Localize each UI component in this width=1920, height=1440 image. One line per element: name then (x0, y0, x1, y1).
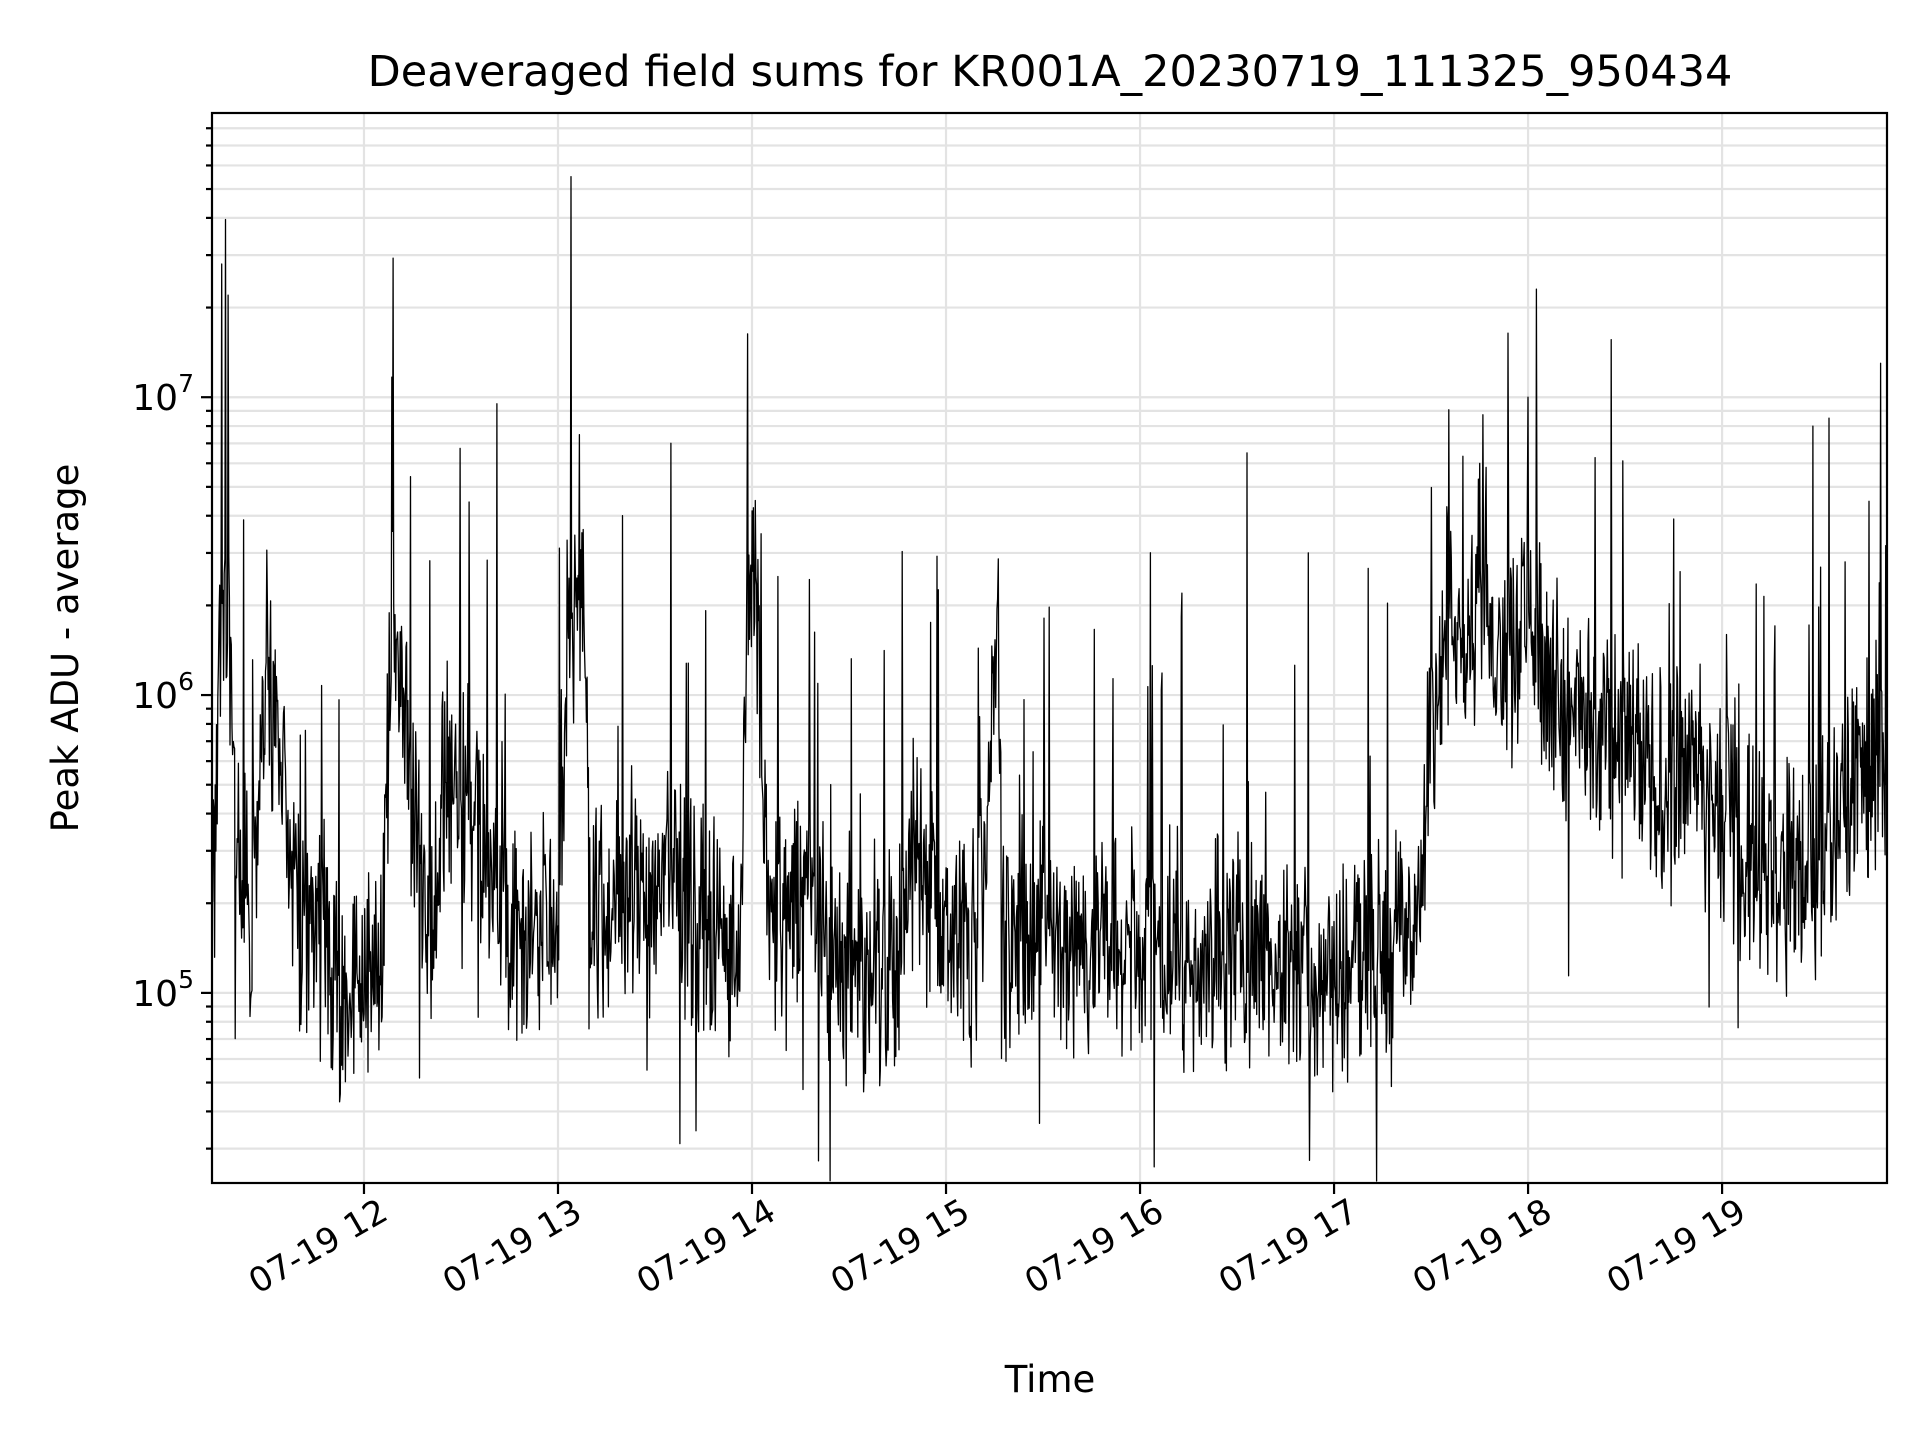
y-tick-label: 106 (132, 667, 194, 717)
series-line (211, 176, 1888, 1182)
chart-title: Deaveraged field sums for KR001A_2023071… (368, 47, 1733, 97)
y-tick-label: 105 (132, 965, 194, 1015)
y-axis-ticks: 105 106 107 (132, 127, 212, 1150)
data-series (211, 176, 1888, 1182)
axes-frame (210, 111, 1889, 1185)
y-tick-label: 107 (132, 369, 194, 419)
x-axis-label: Time (1004, 1358, 1096, 1401)
y-axis-label: Peak ADU - average (44, 464, 87, 833)
